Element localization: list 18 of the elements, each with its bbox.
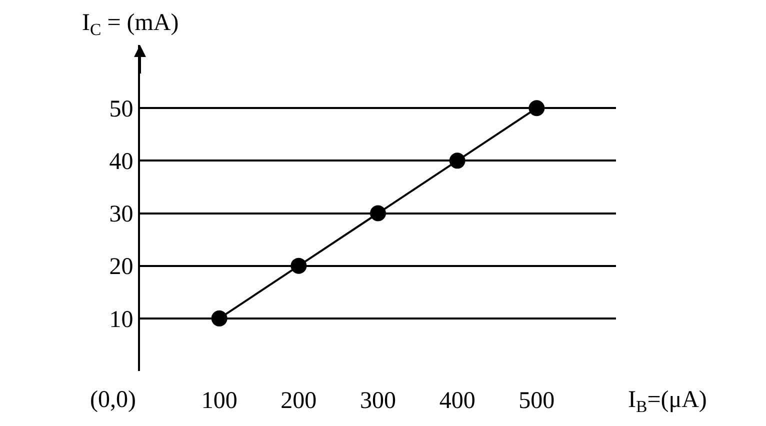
x-axis-title: I$_{B}$=(μA) [628,387,707,416]
y-tick-label: 50 [109,96,134,122]
x-tick-label: 100 [201,388,238,414]
x-tick-label: 500 [518,388,555,414]
point [449,152,466,169]
y-tick-label: 20 [109,254,134,280]
y-tick-label: 10 [109,306,134,333]
y-tick-label: 30 [109,202,134,228]
x-tick-label: 400 [439,388,476,414]
x-tick-label: 300 [360,388,396,414]
x-tick-label: 200 [280,388,317,414]
point [528,100,545,116]
point [370,205,386,222]
y-tick-label: 40 [109,149,134,176]
y-axis-title: I$_{C}$ = (mA) [82,10,179,40]
text: (0,0) [90,387,136,413]
point [211,310,228,326]
point [290,258,307,274]
